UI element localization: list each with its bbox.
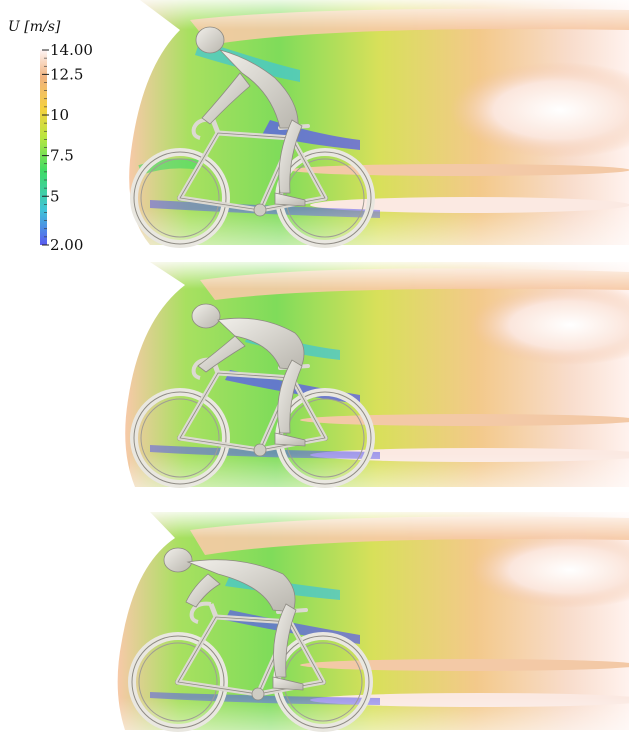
colorbar: U [m/s] 14.00 12.5 10 7.5 5 2.00	[8, 19, 93, 254]
flow-panel-3	[117, 512, 629, 730]
colorbar-tick-labels: 14.00 12.5 10 7.5 5 2.00	[50, 41, 93, 254]
colorbar-title: U [m/s]	[8, 19, 61, 35]
colorbar-tick-label: 10	[50, 106, 69, 124]
colorbar-tick-label: 2.00	[50, 236, 83, 254]
colorbar-ticks	[42, 49, 49, 246]
colorbar-tick-label: 12.5	[50, 65, 83, 83]
colorbar-gradient	[40, 50, 47, 245]
colorbar-tick-label: 14.00	[50, 41, 93, 59]
flow-panel-2	[125, 262, 629, 487]
flow-panel-1	[129, 0, 629, 245]
colorbar-tick-label: 5	[50, 187, 60, 205]
colorbar-tick-label: 7.5	[50, 147, 74, 165]
